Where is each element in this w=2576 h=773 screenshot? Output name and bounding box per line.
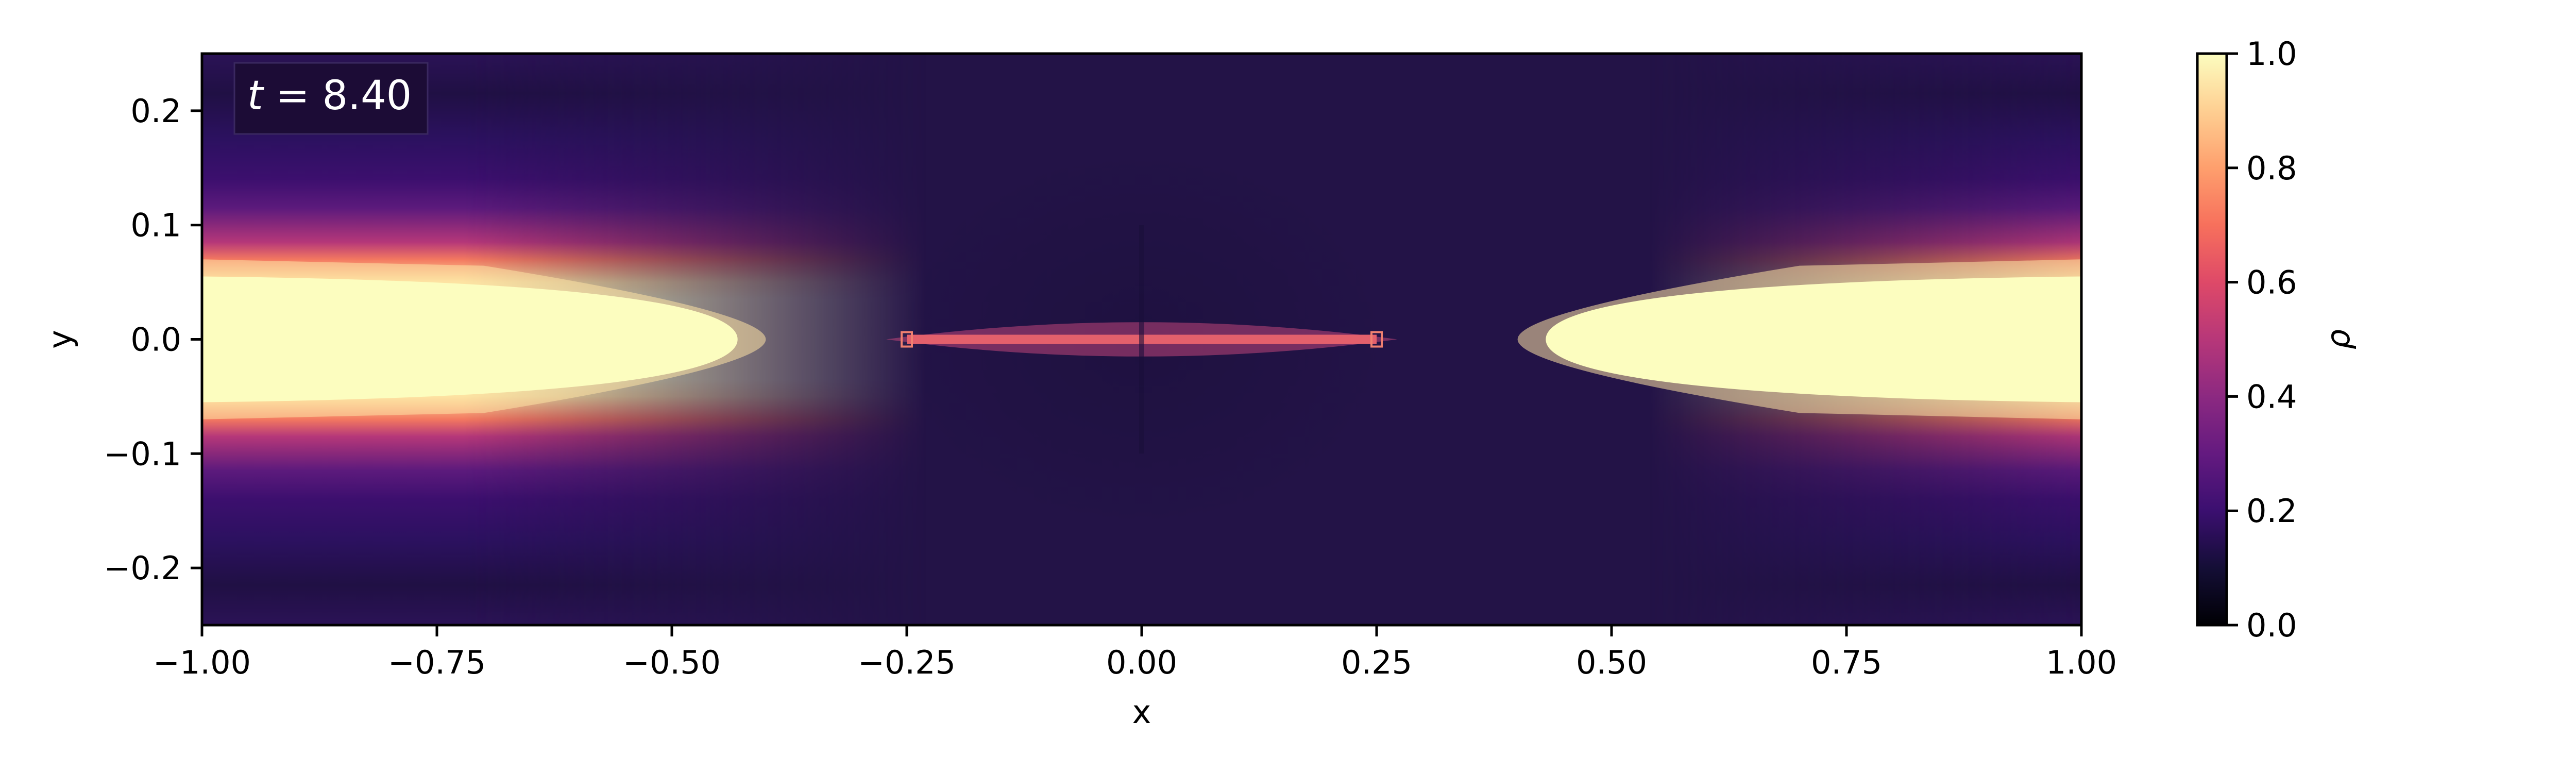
time-annotation: t = 8.40 [233,62,429,135]
dense-lobe-left [202,276,738,402]
x-tick-label: 0.00 [1106,644,1177,681]
x-tick-label: 1.00 [2046,644,2117,681]
y-axis-label: y [41,330,79,349]
filament-left-end [901,331,913,348]
colorbar-tick-label: 0.4 [2246,378,2297,415]
x-tick-label: −0.50 [623,644,721,681]
x-tick-label: −0.75 [388,644,486,681]
x-tick-label: 0.50 [1576,644,1647,681]
filament-right-end [1370,331,1383,348]
x-tick-label: −0.25 [858,644,956,681]
x-tick-label: −1.00 [153,644,251,681]
colorbar-tick-label: 0.6 [2246,264,2297,301]
colorbar [2196,52,2228,627]
y-tick-label: 0.0 [130,321,181,359]
colorbar-tick-label: 0.8 [2246,149,2297,187]
density-field [202,54,2081,625]
colorbar-ticks: 0.0 0.2 0.4 0.6 0.8 1.0 [2227,35,2297,644]
colorbar-tick-label: 1.0 [2246,35,2297,73]
time-value: = 8.40 [263,73,412,119]
colorbar-tick-label: 0.0 [2246,607,2297,644]
y-tick-label: −0.1 [104,435,181,473]
y-tick-label: −0.2 [104,549,181,587]
dense-lobe-right [1546,276,2081,402]
y-axis-ticks: −0.2 −0.1 0.0 0.1 0.2 [104,92,202,587]
y-tick-label: 0.2 [130,92,181,130]
dense-lobes [202,259,2081,419]
colorbar-tick-label: 0.2 [2246,492,2297,530]
x-tick-label: 0.25 [1341,644,1412,681]
y-tick-label: 0.1 [130,207,181,244]
time-label: t = 8.40 [247,73,412,119]
colorbar-label: ρ [2319,329,2357,349]
x-axis-ticks: −1.00 −0.75 −0.50 −0.25 0.00 0.25 0.50 0.75 1.00 [153,625,2117,681]
central-filament [886,225,1397,454]
x-tick-label: 0.75 [1811,644,1882,681]
time-symbol: t [247,73,264,119]
x-axis-label: x [1132,693,1151,731]
